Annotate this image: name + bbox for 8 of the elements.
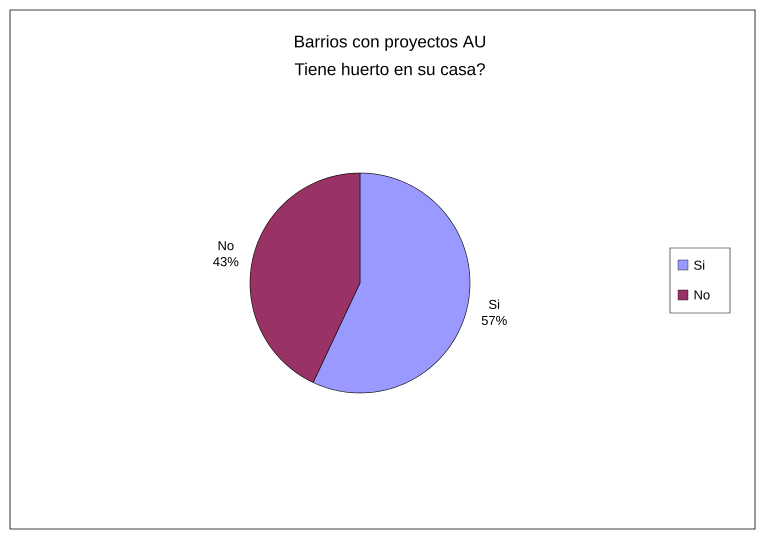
data-label: 43% (213, 257, 238, 266)
slice-label: No (218, 241, 234, 250)
chart-subtitle: Tiene huerto en su casa? (294, 62, 485, 76)
slice-label: Si (489, 299, 500, 310)
chart-title: Barrios con proyectos AU (295, 35, 486, 51)
legend-label: Si (694, 260, 704, 270)
data-label: 57% (482, 316, 507, 326)
legend-label: No (694, 290, 710, 300)
